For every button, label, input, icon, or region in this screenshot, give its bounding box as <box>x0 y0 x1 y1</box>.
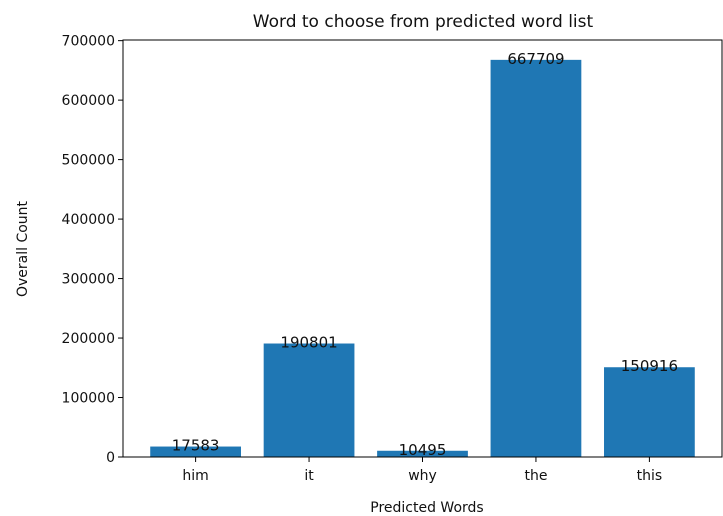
y-tick-label: 100000 <box>62 391 115 407</box>
chart-title: Word to choose from predicted word list <box>253 12 594 32</box>
y-tick-label: 500000 <box>62 153 115 169</box>
y-tick-label: 400000 <box>62 212 115 228</box>
value-label: 17583 <box>172 437 220 455</box>
bar <box>150 446 241 457</box>
x-tick-label: it <box>304 468 314 484</box>
y-tick-label: 600000 <box>62 93 115 109</box>
bar <box>263 343 355 457</box>
bar <box>377 450 468 457</box>
x-tick-label: why <box>408 468 437 484</box>
value-label: 667709 <box>507 50 564 68</box>
bar <box>604 367 695 457</box>
plot-frame <box>122 39 723 458</box>
x-tick-label: this <box>637 468 663 484</box>
y-tick-label: 200000 <box>62 331 115 347</box>
y-tick-label: 300000 <box>62 272 115 288</box>
y-tick-label: 0 <box>106 450 115 466</box>
y-axis-label: Overall Count <box>15 200 31 297</box>
x-tick-label: him <box>182 468 208 484</box>
value-label: 190801 <box>280 334 337 352</box>
x-axis-label: Predicted Words <box>370 500 483 516</box>
value-label: 10495 <box>399 441 447 459</box>
value-label: 150916 <box>621 357 678 375</box>
x-tick-label: the <box>524 468 547 484</box>
bar <box>490 59 582 458</box>
y-tick-label: 700000 <box>62 34 115 50</box>
